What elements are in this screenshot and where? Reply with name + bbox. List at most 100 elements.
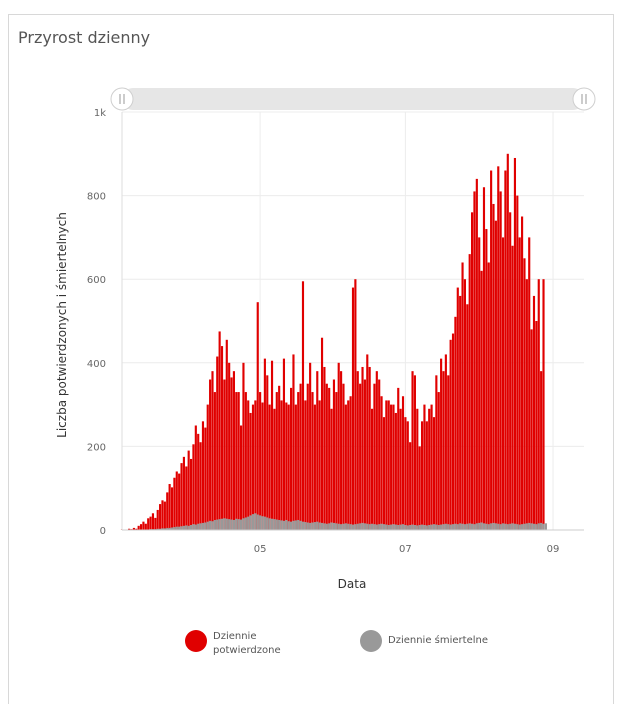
confirmed-bar[interactable] [421, 421, 423, 530]
deaths-bar[interactable] [283, 521, 285, 530]
confirmed-bar[interactable] [383, 417, 385, 530]
deaths-bar[interactable] [416, 525, 418, 530]
confirmed-bar[interactable] [454, 317, 456, 530]
confirmed-bar[interactable] [381, 396, 383, 530]
confirmed-bar[interactable] [495, 221, 497, 530]
confirmed-bar[interactable] [330, 409, 332, 530]
confirmed-bar[interactable] [207, 405, 209, 530]
deaths-bar[interactable] [457, 524, 459, 530]
deaths-bar[interactable] [302, 522, 304, 530]
confirmed-bar[interactable] [409, 442, 411, 530]
confirmed-bar[interactable] [245, 392, 247, 530]
deaths-bar[interactable] [266, 517, 268, 530]
confirmed-bar[interactable] [419, 446, 421, 530]
deaths-bar[interactable] [502, 523, 504, 530]
deaths-bar[interactable] [280, 520, 282, 530]
deaths-bar[interactable] [538, 523, 540, 530]
deaths-bar[interactable] [383, 524, 385, 530]
deaths-bar[interactable] [278, 520, 280, 530]
confirmed-bar[interactable] [145, 524, 147, 530]
confirmed-bar[interactable] [431, 405, 433, 530]
confirmed-bar[interactable] [216, 357, 218, 530]
confirmed-bar[interactable] [269, 405, 271, 530]
confirmed-bar[interactable] [316, 371, 318, 530]
deaths-bar[interactable] [414, 525, 416, 530]
confirmed-bar[interactable] [440, 359, 442, 530]
deaths-bar[interactable] [490, 523, 492, 530]
confirmed-bar[interactable] [502, 237, 504, 530]
confirmed-bar[interactable] [407, 421, 409, 530]
confirmed-bar[interactable] [404, 417, 406, 530]
deaths-bar[interactable] [357, 524, 359, 530]
deaths-bar[interactable] [481, 522, 483, 530]
deaths-bar[interactable] [419, 525, 421, 530]
confirmed-bar[interactable] [523, 258, 525, 530]
confirmed-bar[interactable] [276, 392, 278, 530]
deaths-bar[interactable] [192, 524, 194, 530]
deaths-bar[interactable] [252, 514, 254, 530]
deaths-bar[interactable] [233, 520, 235, 530]
deaths-bar[interactable] [311, 522, 313, 530]
confirmed-bar[interactable] [528, 237, 530, 530]
confirmed-bar[interactable] [371, 409, 373, 530]
deaths-bar[interactable] [185, 525, 187, 530]
confirmed-bar[interactable] [533, 296, 535, 530]
deaths-bar[interactable] [307, 522, 309, 530]
confirmed-bar[interactable] [314, 405, 316, 530]
confirmed-bar[interactable] [185, 466, 187, 530]
confirmed-bar[interactable] [233, 371, 235, 530]
deaths-bar[interactable] [540, 523, 542, 530]
range-navigator[interactable] [111, 88, 595, 110]
confirmed-bar[interactable] [388, 400, 390, 530]
confirmed-bar[interactable] [238, 392, 240, 530]
deaths-bar[interactable] [511, 523, 513, 530]
deaths-bar[interactable] [381, 524, 383, 530]
confirmed-bar[interactable] [157, 510, 159, 530]
confirmed-bar[interactable] [300, 384, 302, 530]
confirmed-bar[interactable] [150, 517, 152, 530]
deaths-bar[interactable] [347, 524, 349, 530]
confirmed-bar[interactable] [333, 380, 335, 530]
confirmed-bar[interactable] [483, 187, 485, 530]
deaths-bar[interactable] [345, 523, 347, 530]
deaths-bar[interactable] [388, 525, 390, 530]
confirmed-bar[interactable] [152, 513, 154, 530]
confirmed-bar[interactable] [264, 359, 266, 530]
handle-knob[interactable] [111, 88, 133, 110]
confirmed-bar[interactable] [428, 409, 430, 530]
deaths-bar[interactable] [273, 519, 275, 530]
confirmed-series[interactable] [121, 154, 545, 530]
confirmed-bar[interactable] [323, 367, 325, 530]
confirmed-bar[interactable] [138, 526, 140, 530]
deaths-bar[interactable] [428, 525, 430, 530]
deaths-bar[interactable] [531, 523, 533, 530]
confirmed-bar[interactable] [252, 405, 254, 530]
confirmed-bar[interactable] [326, 384, 328, 530]
deaths-bar[interactable] [335, 523, 337, 530]
confirmed-bar[interactable] [542, 279, 544, 530]
confirmed-bar[interactable] [147, 518, 149, 530]
confirmed-bar[interactable] [509, 212, 511, 530]
confirmed-bar[interactable] [228, 363, 230, 530]
deaths-bar[interactable] [202, 523, 204, 530]
deaths-bar[interactable] [421, 525, 423, 530]
deaths-bar[interactable] [330, 522, 332, 530]
confirmed-bar[interactable] [211, 371, 213, 530]
deaths-bar[interactable] [402, 524, 404, 530]
deaths-bar[interactable] [450, 525, 452, 530]
confirmed-bar[interactable] [411, 371, 413, 530]
confirmed-bar[interactable] [538, 279, 540, 530]
confirmed-bar[interactable] [376, 371, 378, 530]
deaths-bar[interactable] [309, 523, 311, 530]
confirmed-bar[interactable] [278, 386, 280, 530]
confirmed-bar[interactable] [459, 296, 461, 530]
confirmed-bar[interactable] [347, 400, 349, 530]
confirmed-bar[interactable] [354, 279, 356, 530]
deaths-bar[interactable] [261, 516, 263, 530]
deaths-bar[interactable] [176, 527, 178, 530]
confirmed-bar[interactable] [488, 262, 490, 530]
confirmed-bar[interactable] [219, 331, 221, 530]
confirmed-bar[interactable] [507, 154, 509, 530]
confirmed-bar[interactable] [402, 396, 404, 530]
deaths-bar[interactable] [333, 523, 335, 530]
